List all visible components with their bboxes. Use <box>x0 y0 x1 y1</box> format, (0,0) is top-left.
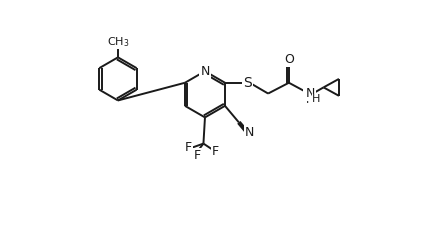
Text: O: O <box>284 53 294 66</box>
Text: F: F <box>184 141 192 154</box>
Text: N: N <box>304 87 313 100</box>
Text: H: H <box>312 94 320 104</box>
Text: F: F <box>194 149 201 162</box>
Text: CH$_3$: CH$_3$ <box>107 35 129 49</box>
Text: S: S <box>243 76 252 90</box>
Text: H: H <box>305 95 314 105</box>
Text: N: N <box>306 87 315 100</box>
Text: N: N <box>245 126 254 139</box>
Text: N: N <box>200 65 210 78</box>
Text: F: F <box>212 145 219 158</box>
